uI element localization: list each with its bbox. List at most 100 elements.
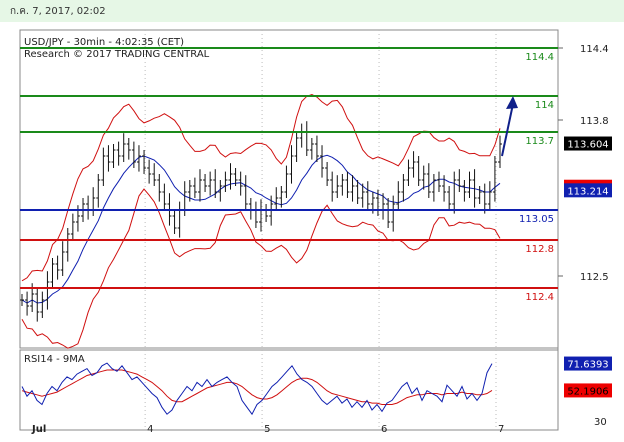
rsi-tag-box [564, 356, 612, 371]
price-bar [330, 171, 335, 202]
rsi-plot-frame [19, 349, 559, 431]
price-bar [223, 171, 228, 192]
price-bar [284, 165, 289, 198]
price-bar [335, 175, 340, 198]
price-bar [396, 181, 401, 210]
rsi-tag-label: 52.1906 [567, 386, 608, 397]
rsi-panel: 30 71.6393 52.1906 [21, 356, 612, 428]
timestamp-bar: ก.ค. 7, 2017, 02:02 [0, 0, 624, 22]
price-bar [406, 159, 411, 186]
bollinger-bands [21, 94, 501, 349]
price-tag-label: 113.604 [567, 140, 608, 151]
price-bar [416, 156, 421, 186]
price-bar [426, 163, 431, 198]
time-tick-label: 6 [381, 424, 387, 435]
price-tick-label: 112.5 [580, 272, 609, 283]
price-bar [299, 123, 304, 148]
price-bar [55, 255, 60, 280]
time-tick-label: 4 [147, 424, 153, 435]
price-bar [147, 159, 152, 184]
price-bar [472, 169, 477, 208]
price-bar [228, 163, 233, 190]
price-tag-box [564, 136, 612, 151]
price-tick-label: 114.4 [580, 44, 609, 55]
price-bar [431, 174, 436, 202]
key-levels: 114.4 114 113.7 113.05 112.8 112.4 [20, 47, 558, 303]
price-bar [116, 141, 121, 166]
rsi-tag-label: 71.6393 [567, 360, 608, 371]
price-bar [25, 291, 30, 316]
rsi-line [21, 362, 493, 416]
price-bar [131, 141, 136, 168]
price-bar [487, 181, 492, 210]
rsi-ma-line [21, 369, 493, 405]
price-bar [482, 183, 487, 214]
moving-average-line [21, 154, 501, 304]
price-bar [152, 163, 157, 186]
price-bar [101, 147, 106, 186]
price-tag-box [564, 183, 612, 198]
price-bar [452, 171, 457, 214]
price-bar [289, 145, 294, 184]
price-bar [355, 180, 360, 204]
price-bar [350, 175, 355, 202]
price-bar [309, 138, 314, 160]
forecast-arrow-head [506, 96, 518, 109]
price-bar [421, 165, 426, 190]
time-tick-label: 7 [498, 424, 504, 435]
price-bar [208, 171, 213, 196]
price-bar [391, 195, 396, 232]
price-bar [304, 121, 309, 156]
price-bar [45, 271, 50, 310]
price-bar [442, 175, 447, 202]
price-bar [411, 151, 416, 178]
upper-band [21, 94, 501, 282]
price-bar [187, 180, 192, 202]
price-bar [70, 213, 75, 240]
price-bar [248, 198, 253, 220]
price-bar [106, 145, 111, 172]
price-tag-label: 113.214 [567, 186, 608, 197]
price-bar [177, 201, 182, 238]
price-bar [365, 181, 370, 210]
main-grid [144, 30, 497, 430]
level-label: 112.8 [525, 244, 554, 255]
price-bar [436, 171, 441, 192]
price-bar [136, 145, 141, 172]
level-label: 114.4 [525, 52, 554, 63]
price-tick-label: 113.8 [580, 116, 609, 127]
price-bar [213, 169, 218, 198]
price-bar [142, 150, 147, 174]
price-bar [192, 177, 197, 198]
price-bar [233, 168, 238, 186]
price-bar [360, 183, 365, 208]
price-bar [35, 288, 40, 322]
rsi-tick-label: 30 [594, 417, 607, 428]
price-bar [50, 258, 55, 288]
price-bar [65, 228, 70, 262]
rsi-tag-box [564, 383, 612, 398]
price-bar [498, 135, 502, 168]
price-candles [20, 121, 502, 322]
price-bar [253, 201, 258, 228]
price-bar [91, 187, 96, 216]
price-bar [279, 186, 284, 208]
price-bar [457, 169, 462, 192]
time-tick-label: 5 [264, 424, 270, 435]
price-bar [172, 210, 177, 234]
level-label: 114 [535, 100, 554, 111]
price-bar [197, 169, 202, 202]
lower-band [21, 188, 501, 349]
price-bar [294, 132, 299, 162]
price-bar [86, 195, 91, 220]
level-label: 113.05 [519, 214, 554, 225]
chart-title: USD/JPY - 30min - 4:02:35 (CET) [24, 37, 184, 48]
price-bar [386, 198, 391, 228]
forecast-arrow-shaft [501, 103, 514, 157]
price-bar [111, 144, 116, 168]
chart-subtitle: Research © 2017 TRADING CENTRAL [24, 49, 210, 60]
price-bar [60, 241, 65, 276]
price-bar [162, 183, 167, 210]
